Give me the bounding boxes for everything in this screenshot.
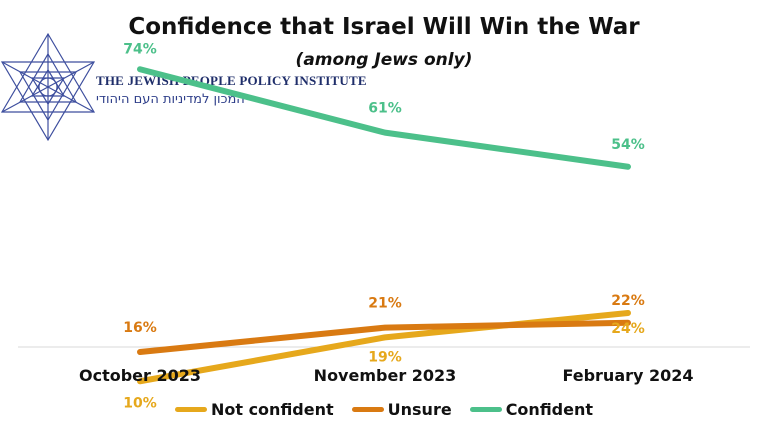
logo-name-hebrew: המכון למדיניות העם היהודי [96,92,245,107]
legend-label: Confident [505,400,594,419]
data-label-unsure: 16% [123,320,157,336]
legend-swatch-confident [469,407,502,412]
chart-legend: Not confident Unsure Confident [0,400,768,419]
series-line-not-confident [137,310,631,385]
chart-subtitle: (among Jews only) [295,50,473,70]
legend-swatch-unsure [351,407,384,412]
data-label-confident: 54% [611,137,645,153]
series-line-unsure [137,319,631,355]
x-tick-label: October 2023 [79,366,201,385]
legend-label: Unsure [387,400,452,419]
data-label-confident: 61% [368,101,402,117]
series-line-confident [137,66,631,170]
data-label-confident: 74% [123,41,157,57]
x-tick-label: February 2024 [562,366,693,385]
legend-item-not-confident: Not confident [174,400,334,419]
legend-item-confident: Confident [469,400,594,419]
star-of-david-logo-icon [0,32,96,142]
legend-swatch-not-confident [174,407,207,412]
data-label-not-confident: 24% [611,321,645,337]
chart-title: Confidence that Israel Will Win the War [128,14,640,40]
data-label-not-confident: 19% [368,349,402,365]
x-tick-label: November 2023 [314,366,457,385]
legend-item-unsure: Unsure [351,400,452,419]
data-label-not-confident: 10% [123,395,157,411]
data-label-unsure: 21% [368,296,402,312]
data-label-unsure: 22% [611,293,645,309]
legend-label: Not confident [210,400,334,419]
